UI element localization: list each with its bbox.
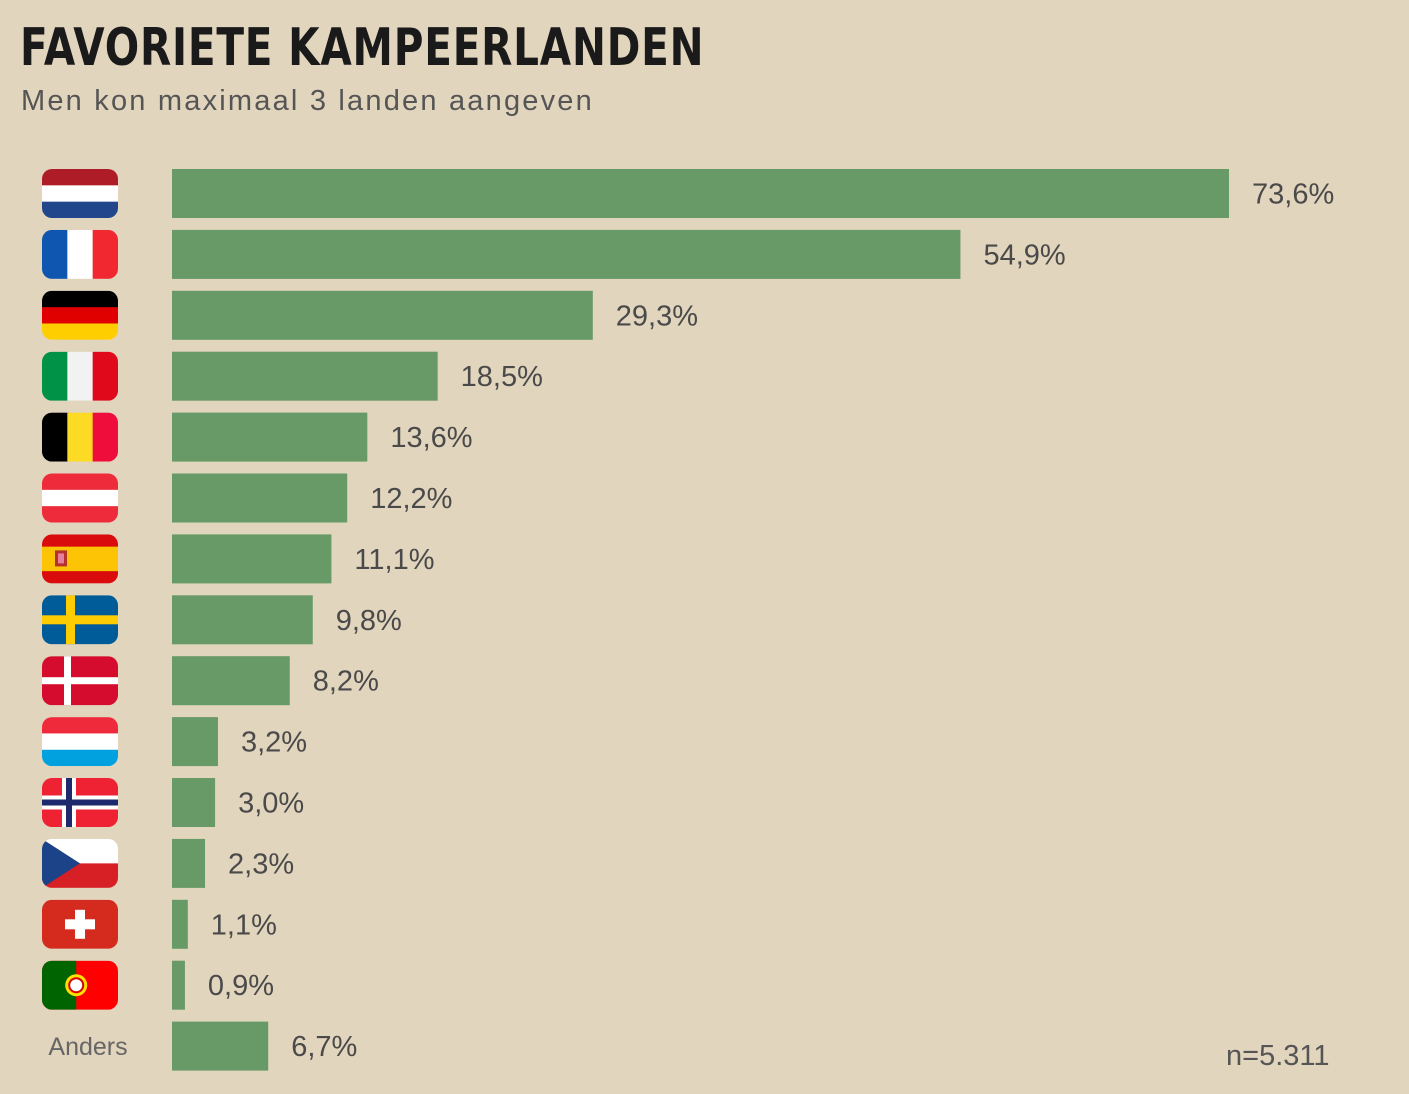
value-label: 73,6% bbox=[1252, 179, 1334, 211]
flag-denmark-icon bbox=[42, 656, 118, 706]
bar-row: Anders 6,7% bbox=[48, 1021, 357, 1071]
value-label: 2,3% bbox=[228, 848, 294, 880]
flag-norway-icon bbox=[42, 778, 118, 827]
bar bbox=[172, 1021, 269, 1071]
flag-belgium-icon bbox=[42, 412, 118, 462]
flag-austria-icon bbox=[42, 473, 118, 523]
bar-row: 18,5% bbox=[42, 351, 543, 401]
bar bbox=[172, 838, 206, 888]
bar-row: 0,9% bbox=[42, 960, 274, 1010]
bar-row: 73,6% bbox=[42, 169, 1334, 218]
bar-row: 9,8% bbox=[42, 595, 402, 645]
value-label: 12,2% bbox=[370, 483, 452, 515]
flag-netherlands-icon bbox=[42, 169, 118, 218]
bar-row: 3,0% bbox=[42, 778, 304, 827]
bar bbox=[172, 473, 348, 523]
value-label: 6,7% bbox=[291, 1031, 357, 1063]
chart-title: FAVORIETE KAMPEERLANDEN bbox=[20, 18, 705, 78]
bar bbox=[172, 169, 1229, 218]
flag-italy-icon bbox=[42, 351, 118, 401]
value-label: 3,2% bbox=[241, 727, 307, 759]
flag-luxembourg-icon bbox=[42, 717, 118, 767]
flag-spain-icon bbox=[42, 534, 118, 584]
bar bbox=[172, 595, 313, 645]
bar bbox=[172, 290, 593, 340]
bar bbox=[172, 717, 218, 767]
sample-size-note: n=5.311 bbox=[1226, 1040, 1330, 1072]
bar bbox=[172, 534, 332, 584]
bar bbox=[172, 229, 961, 279]
bar-row: 2,3% bbox=[42, 838, 294, 888]
value-label: 13,6% bbox=[390, 422, 472, 454]
flag-germany-icon bbox=[42, 290, 118, 340]
flag-portugal-icon bbox=[42, 960, 118, 1010]
bar-row: 1,1% bbox=[42, 899, 277, 949]
value-label: 0,9% bbox=[208, 970, 274, 1002]
bar bbox=[172, 351, 438, 401]
bar-row: 12,2% bbox=[42, 473, 452, 523]
bar-row: 13,6% bbox=[42, 412, 473, 462]
value-label: 8,2% bbox=[313, 666, 379, 698]
bar bbox=[172, 412, 368, 462]
bar-row: 54,9% bbox=[42, 229, 1066, 279]
value-label: 29,3% bbox=[616, 300, 698, 332]
value-label: 18,5% bbox=[461, 361, 543, 393]
category-label: Anders bbox=[48, 1033, 127, 1061]
bar-row: 29,3% bbox=[42, 290, 698, 340]
flag-switzerland-icon bbox=[42, 899, 118, 949]
flag-france-icon bbox=[42, 229, 118, 279]
value-label: 11,1% bbox=[354, 544, 434, 576]
bar bbox=[172, 960, 185, 1010]
value-label: 3,0% bbox=[238, 788, 304, 820]
value-label: 1,1% bbox=[211, 909, 277, 941]
chart-subtitle: Men kon maximaal 3 landen aangeven bbox=[21, 85, 594, 117]
bar bbox=[172, 778, 216, 827]
flag-sweden-icon bbox=[42, 595, 118, 645]
bar bbox=[172, 899, 188, 949]
value-label: 54,9% bbox=[983, 239, 1065, 271]
flag-czechia-icon bbox=[42, 838, 118, 888]
bar-row: 11,1% bbox=[42, 534, 434, 584]
bar-row: 8,2% bbox=[42, 656, 379, 706]
bar-row: 3,2% bbox=[42, 717, 307, 767]
value-label: 9,8% bbox=[336, 605, 402, 637]
bar bbox=[172, 656, 290, 706]
